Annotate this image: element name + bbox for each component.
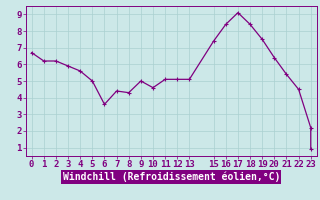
X-axis label: Windchill (Refroidissement éolien,°C): Windchill (Refroidissement éolien,°C) (62, 172, 280, 182)
